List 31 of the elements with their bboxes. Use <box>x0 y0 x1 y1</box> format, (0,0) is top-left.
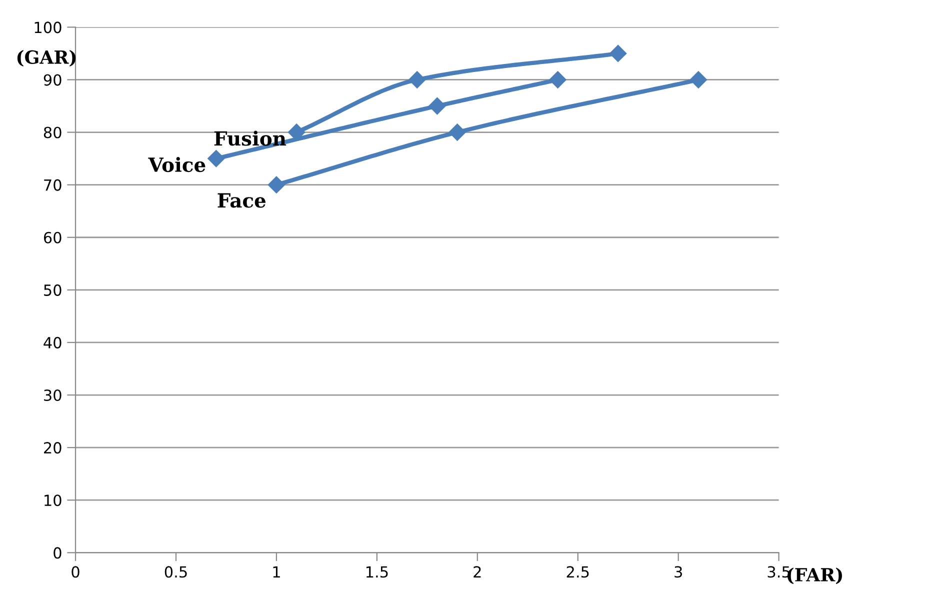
x-tick-label: 2.5 <box>566 566 589 578</box>
series-label: Fusion <box>214 130 286 146</box>
y-tick-label: 20 <box>44 442 62 454</box>
series-label: Voice <box>148 157 206 172</box>
y-tick-label: 50 <box>44 284 62 296</box>
x-tick-label: 1.5 <box>366 566 388 578</box>
y-tick-label: 30 <box>44 389 62 402</box>
x-axis-title: (FAR) <box>788 568 842 584</box>
y-axis-title: (GAR) <box>17 50 76 67</box>
point <box>268 176 286 194</box>
x-tick-label: 3 <box>674 566 682 578</box>
point <box>549 71 566 88</box>
x-tick-label: 2 <box>474 566 481 578</box>
point <box>690 71 707 88</box>
point <box>448 124 466 141</box>
x-tick-label: 1 <box>273 566 280 578</box>
point <box>208 150 225 168</box>
y-tick-label: 40 <box>44 336 62 348</box>
y-tick-label: 10 <box>44 494 62 506</box>
y-tick-label: 80 <box>44 126 62 138</box>
y-tick-label: 0 <box>54 547 62 559</box>
x-tick-label: 0 <box>72 566 80 578</box>
point <box>408 71 426 88</box>
point <box>428 97 446 115</box>
point <box>610 44 627 62</box>
series-label: Face <box>218 193 266 208</box>
x-tick-label: 0.5 <box>164 566 187 578</box>
y-tick-label: 60 <box>44 232 62 244</box>
y-tick-label: 90 <box>44 74 62 86</box>
y-tick-label: 70 <box>44 179 62 191</box>
y-tick-label: 100 <box>34 22 62 34</box>
